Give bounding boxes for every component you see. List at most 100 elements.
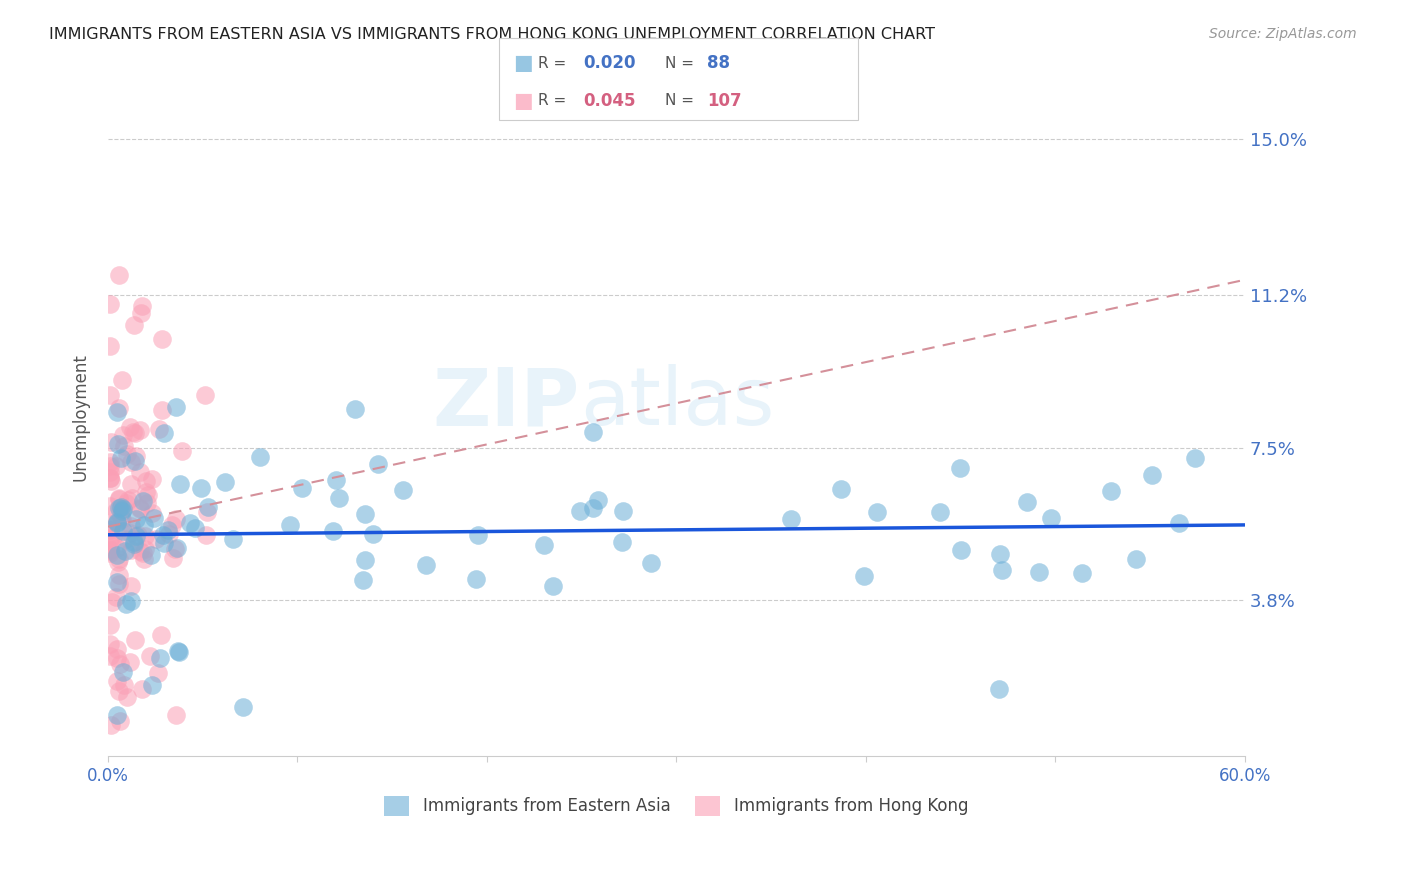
Point [135, 474, 157, 488]
Point [153, 536, 176, 550]
Point [104, 590, 127, 604]
Point [98, 471, 121, 485]
Point [166, 643, 188, 657]
Point [112, 524, 135, 538]
Text: 0.020: 0.020 [583, 54, 636, 72]
Point [100, 648, 122, 663]
Point [165, 512, 187, 526]
Point [107, 405, 129, 419]
Point [139, 648, 162, 663]
Point [541, 578, 564, 592]
Point [1184, 450, 1206, 465]
Point [1140, 467, 1163, 482]
Point [135, 485, 157, 500]
Text: Source: ZipAtlas.com: Source: ZipAtlas.com [1209, 27, 1357, 41]
Point [291, 481, 314, 495]
Point [139, 548, 162, 562]
Point [150, 403, 173, 417]
Point [127, 528, 149, 542]
Point [98, 533, 121, 548]
Point [132, 551, 155, 566]
Point [128, 544, 150, 558]
Point [98, 465, 121, 479]
Point [149, 651, 172, 665]
Point [152, 426, 174, 441]
Point [582, 425, 605, 439]
Point [124, 529, 146, 543]
Point [1040, 510, 1063, 524]
Point [582, 500, 605, 515]
Point [115, 532, 138, 546]
Text: N =: N = [665, 56, 699, 70]
Text: atlas: atlas [579, 364, 775, 442]
Point [152, 528, 174, 542]
Text: ■: ■ [513, 91, 533, 111]
Point [165, 707, 187, 722]
Point [105, 516, 128, 530]
Text: ■: ■ [513, 54, 533, 73]
Legend: Immigrants from Eastern Asia, Immigrants from Hong Kong: Immigrants from Eastern Asia, Immigrants… [378, 789, 974, 822]
Text: R =: R = [538, 94, 572, 108]
Point [344, 401, 367, 416]
Text: N =: N = [665, 94, 699, 108]
Point [107, 707, 129, 722]
Point [98, 455, 121, 469]
Point [165, 401, 187, 415]
Point [1168, 516, 1191, 531]
Point [249, 450, 271, 465]
Point [222, 532, 245, 546]
Point [110, 509, 132, 524]
Point [166, 541, 188, 556]
Point [100, 470, 122, 484]
Point [163, 542, 186, 557]
Point [101, 517, 124, 532]
Point [278, 517, 301, 532]
Point [134, 529, 156, 543]
Point [987, 681, 1010, 696]
Point [325, 474, 347, 488]
Point [117, 690, 139, 704]
Point [640, 556, 662, 570]
Point [195, 528, 218, 542]
Point [107, 491, 129, 505]
Point [122, 535, 145, 549]
Point [131, 299, 153, 313]
Point [141, 678, 163, 692]
Point [780, 512, 803, 526]
Point [110, 451, 132, 466]
Point [157, 526, 180, 541]
Point [120, 526, 142, 541]
Point [190, 481, 212, 495]
Point [141, 506, 163, 520]
Point [610, 535, 633, 549]
Point [134, 541, 156, 556]
Point [107, 268, 129, 283]
Point [98, 531, 121, 545]
Point [146, 665, 169, 680]
Point [1125, 552, 1147, 566]
Point [160, 518, 183, 533]
Point [136, 496, 159, 510]
Point [949, 461, 972, 475]
Point [107, 548, 129, 562]
Point [112, 502, 135, 516]
Point [104, 503, 127, 517]
Point [108, 657, 131, 671]
Point [107, 552, 129, 566]
Point [98, 637, 121, 651]
Point [1071, 566, 1094, 580]
Point [115, 597, 138, 611]
Point [98, 541, 121, 556]
Point [156, 523, 179, 537]
Point [107, 515, 129, 529]
Point [214, 475, 236, 489]
Point [179, 516, 201, 530]
Point [108, 401, 131, 415]
Point [533, 538, 555, 552]
Point [125, 449, 148, 463]
Point [929, 505, 952, 519]
Point [1015, 495, 1038, 509]
Point [162, 551, 184, 566]
Point [98, 499, 121, 513]
Point [145, 532, 167, 546]
